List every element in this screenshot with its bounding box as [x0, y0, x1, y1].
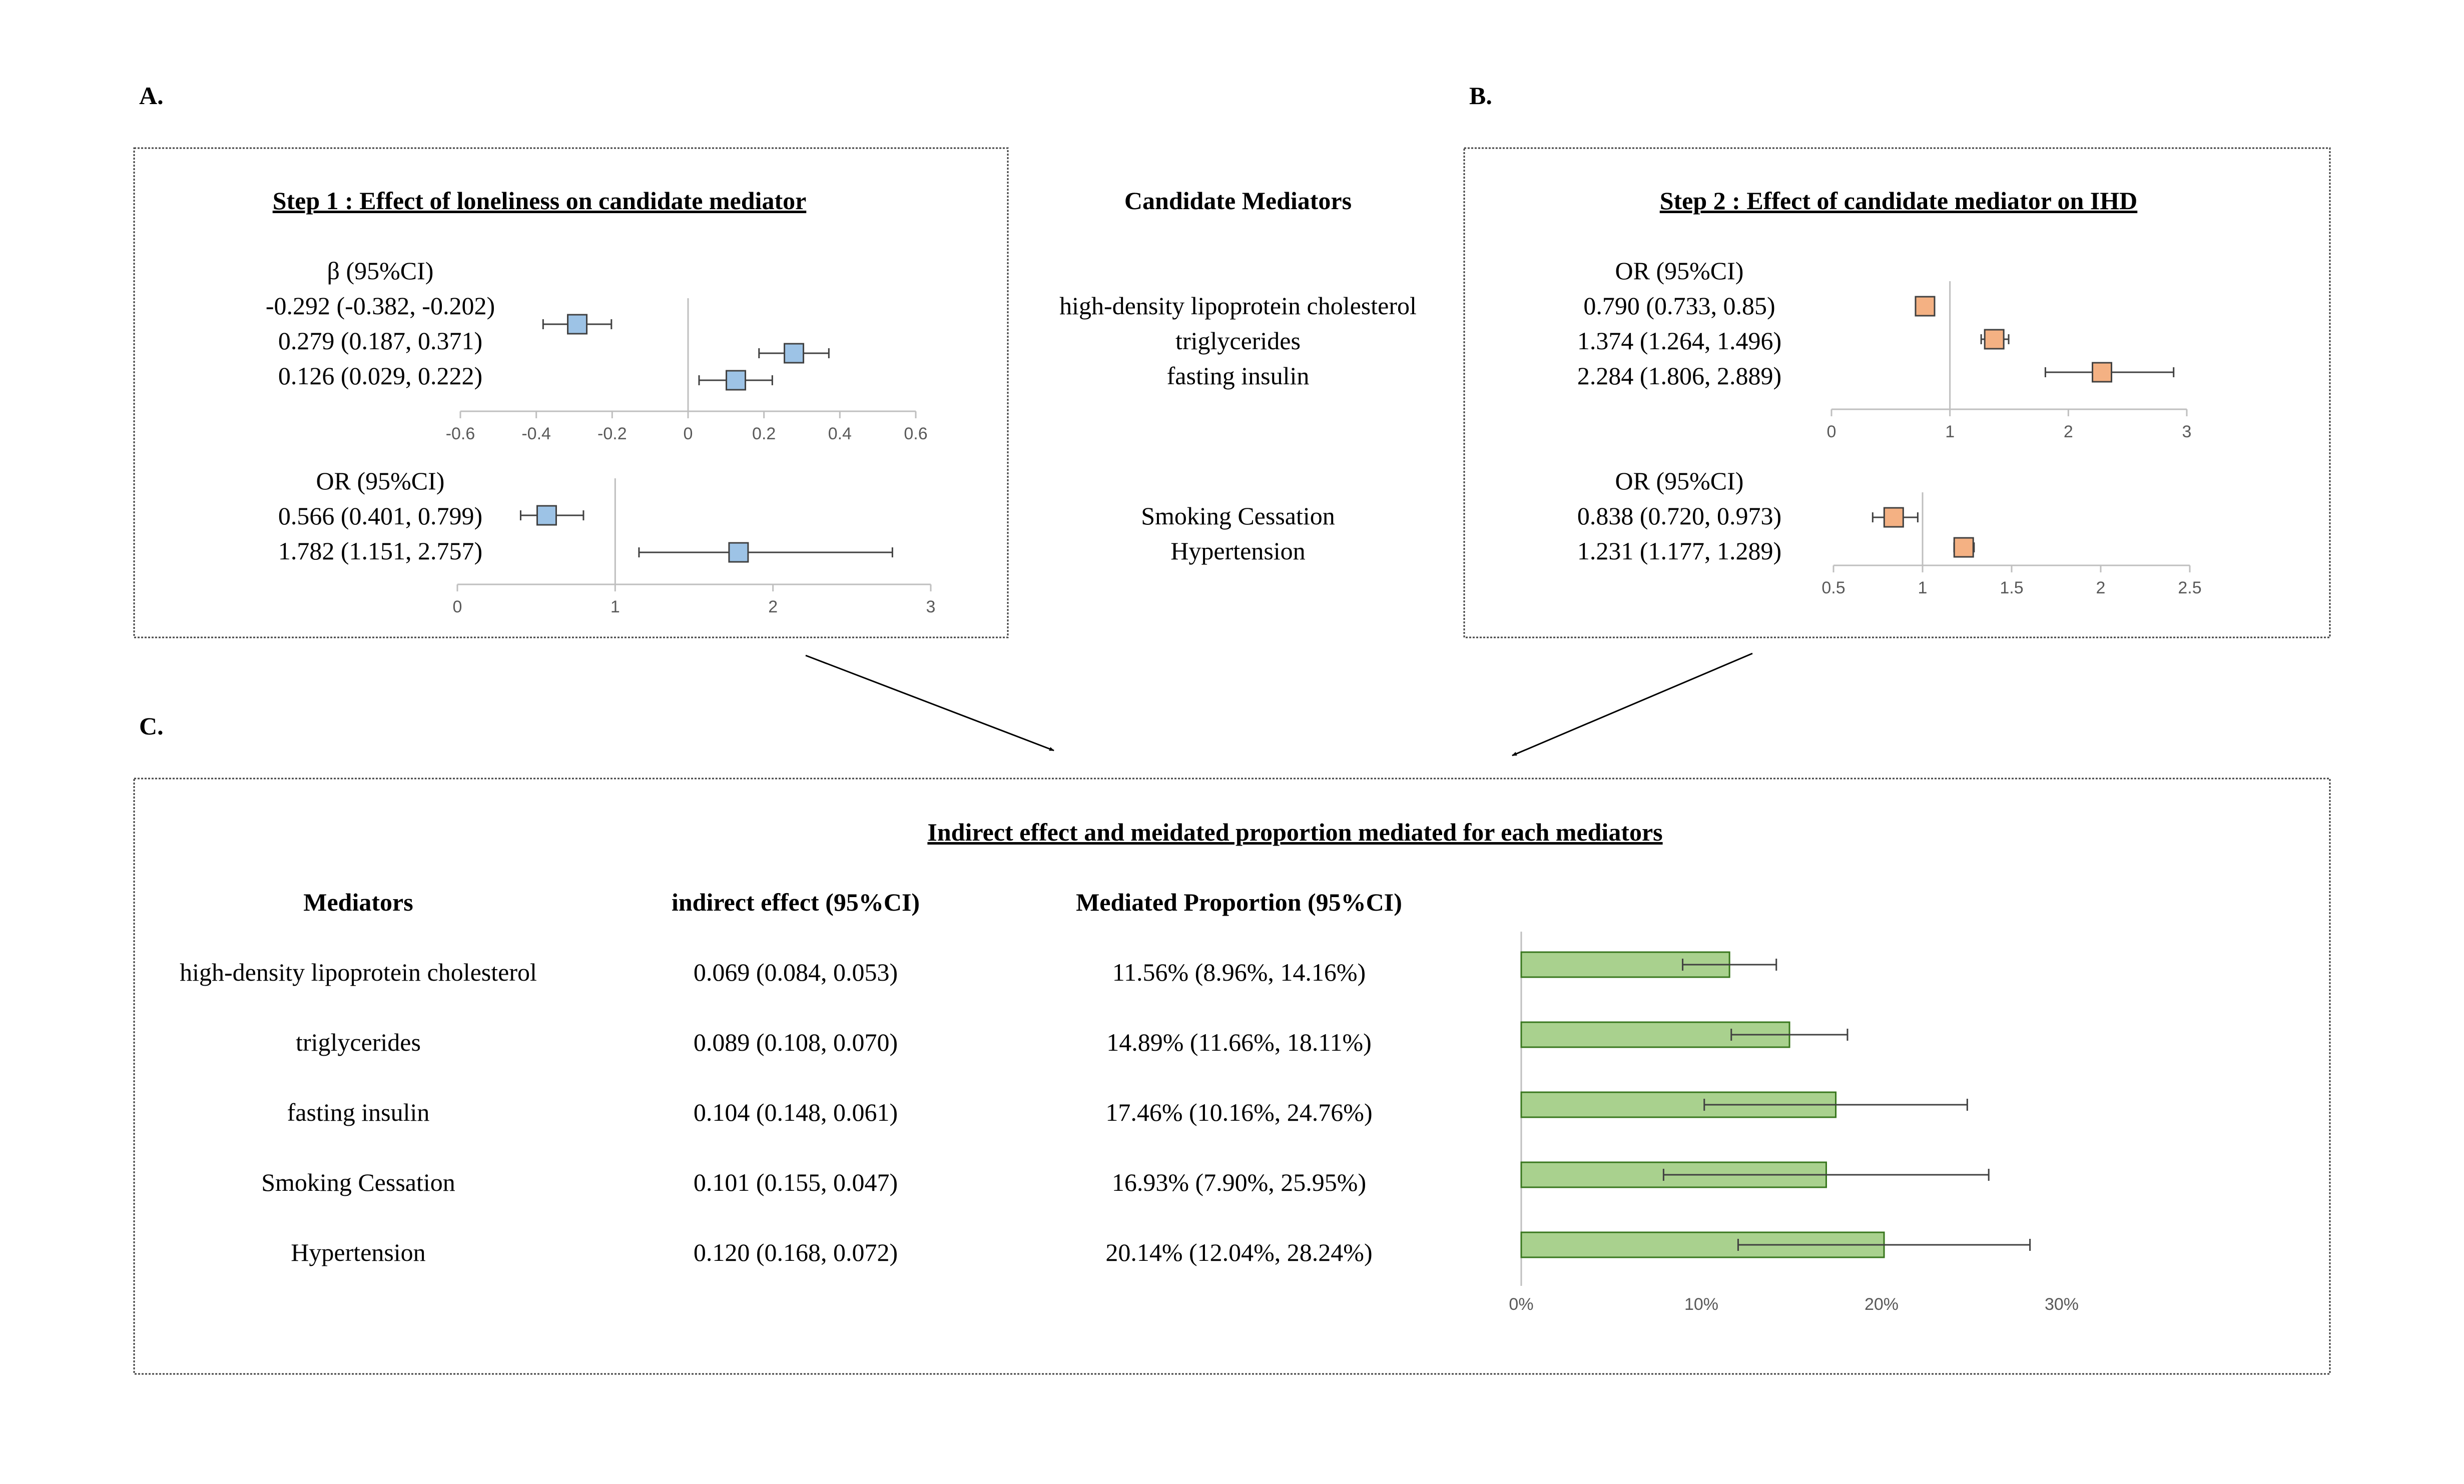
candidate-smoking-cessation: Smoking Cessation: [1141, 502, 1335, 530]
point-estimate-marker: [1953, 537, 1974, 558]
x-tick-label: 1: [1918, 578, 1928, 597]
arrow-step1-to-results: [805, 654, 1054, 752]
x-tick-label: 2: [2064, 422, 2073, 441]
candidate-triglycerides: triglycerides: [1175, 327, 1301, 355]
forest-estimate-label: 0.566 (0.401, 0.799): [278, 502, 482, 530]
step2-bottom-labels: OR (95%CI) 0.838 (0.720, 0.973) 1.231 (1…: [1577, 467, 1781, 565]
forest-estimate-label: 0.279 (0.187, 0.371): [278, 327, 482, 355]
forest-estimate-label: 0.838 (0.720, 0.973): [1577, 502, 1781, 530]
forest-stat-label: β (95%CI): [327, 257, 434, 285]
x-tick-label: 0.5: [1821, 578, 1845, 597]
mediated-proportion-bar-chart: 0% 10% 20% 30%: [1509, 932, 2079, 1314]
row-proportion: 17.46% (10.16%, 24.76%): [1105, 1098, 1372, 1126]
forest-stat-label: OR (95%CI): [316, 467, 445, 495]
step2-bottom-forest-plot: 0.5 1 1.5 2 2.5: [1821, 492, 2202, 597]
row-mediator: Smoking Cessation: [261, 1168, 455, 1196]
candidate-mediators-title: Candidate Mediators: [1124, 187, 1352, 215]
forest-stat-label: OR (95%CI): [1615, 467, 1744, 495]
forest-estimate-label: 0.790 (0.733, 0.85): [1583, 292, 1775, 320]
row-indirect: 0.069 (0.084, 0.053): [694, 958, 898, 986]
row-indirect: 0.104 (0.148, 0.061): [694, 1098, 898, 1126]
point-estimate-marker: [536, 505, 557, 526]
x-tick-label: 1.5: [2000, 578, 2023, 597]
forest-estimate-label: 2.284 (1.806, 2.889): [1577, 362, 1781, 390]
x-tick-label: 3: [926, 597, 936, 616]
row-mediator: triglycerides: [296, 1028, 421, 1056]
forest-estimate-label: -0.292 (-0.382, -0.202): [266, 292, 495, 320]
panel-label-c: C.: [139, 712, 164, 740]
x-tick-label: 30%: [2045, 1295, 2079, 1314]
forest-estimate-label: 1.231 (1.177, 1.289): [1577, 537, 1781, 565]
point-estimate-marker: [1883, 507, 1904, 528]
point-estimate-marker: [2092, 362, 2113, 383]
x-tick-label: 0: [453, 597, 462, 616]
x-tick-label: 2: [768, 597, 778, 616]
forest-stat-label: OR (95%CI): [1615, 257, 1744, 285]
bar: [1520, 951, 1730, 978]
step1-title: Step 1 : Effect of loneliness on candida…: [273, 187, 807, 215]
row-indirect: 0.101 (0.155, 0.047): [694, 1168, 898, 1196]
step1-beta-labels: β (95%CI) -0.292 (-0.382, -0.202) 0.279 …: [266, 257, 495, 390]
x-tick-label: 1: [1945, 422, 1955, 441]
x-tick-label: 2: [2096, 578, 2106, 597]
point-estimate-marker: [1915, 296, 1936, 317]
header-indirect-effect: indirect effect (95%CI): [672, 888, 920, 916]
arrow-step2-to-results: [1512, 652, 1753, 757]
step2-title: Step 2 : Effect of candidate mediator on…: [1660, 187, 2138, 215]
panel-b-frame: [1463, 147, 2331, 638]
point-estimate-marker: [1984, 329, 2005, 350]
x-tick-label: 0%: [1509, 1295, 1533, 1314]
step2-top-forest-plot: 0 1 2 3: [1827, 281, 2192, 441]
row-proportion: 16.93% (7.90%, 25.95%): [1112, 1168, 1366, 1196]
panel-label-a: A.: [139, 82, 164, 110]
step1-beta-forest-plot: -0.6 -0.4 -0.2 0 0.2 0.4 0.6: [446, 298, 928, 443]
x-tick-label: -0.2: [597, 424, 627, 443]
x-tick-label: -0.6: [446, 424, 475, 443]
point-estimate-marker: [726, 370, 747, 391]
row-proportion: 11.56% (8.96%, 14.16%): [1112, 958, 1366, 986]
x-tick-label: -0.4: [521, 424, 551, 443]
x-tick-label: 20%: [1865, 1295, 1899, 1314]
candidate-fasting-insulin: fasting insulin: [1167, 362, 1310, 390]
x-tick-label: 0: [1827, 422, 1836, 441]
header-mediated-proportion: Mediated Proportion (95%CI): [1076, 888, 1402, 916]
step1-or-labels: OR (95%CI) 0.566 (0.401, 0.799) 1.782 (1…: [278, 467, 482, 565]
panel-a-frame: [133, 147, 1009, 638]
x-tick-label: 0.4: [828, 424, 852, 443]
step1-or-forest-plot: 0 1 2 3: [453, 478, 936, 616]
x-tick-label: 2.5: [2178, 578, 2201, 597]
row-mediator: fasting insulin: [287, 1098, 430, 1126]
row-indirect: 0.120 (0.168, 0.072): [694, 1238, 898, 1266]
x-tick-label: 10%: [1684, 1295, 1718, 1314]
point-estimate-marker: [567, 314, 588, 335]
x-tick-label: 0.2: [752, 424, 776, 443]
step2-top-labels: OR (95%CI) 0.790 (0.733, 0.85) 1.374 (1.…: [1577, 257, 1781, 390]
panel-c-frame: [133, 778, 2331, 1375]
row-proportion: 14.89% (11.66%, 18.11%): [1106, 1028, 1372, 1056]
x-tick-label: 3: [2182, 422, 2192, 441]
results-table: Mediators indirect effect (95%CI) Mediat…: [180, 888, 1402, 1266]
point-estimate-marker: [784, 343, 805, 364]
mediation-title: Indirect effect and meidated proportion …: [927, 818, 1662, 846]
row-proportion: 20.14% (12.04%, 28.24%): [1105, 1238, 1372, 1266]
row-indirect: 0.089 (0.108, 0.070): [694, 1028, 898, 1056]
panel-label-b: B.: [1469, 82, 1492, 110]
forest-estimate-label: 1.374 (1.264, 1.496): [1577, 327, 1781, 355]
x-tick-label: 0.6: [904, 424, 927, 443]
candidate-hypertension: Hypertension: [1170, 537, 1305, 565]
point-estimate-marker: [728, 542, 749, 563]
x-tick-label: 0: [684, 424, 693, 443]
forest-estimate-label: 0.126 (0.029, 0.222): [278, 362, 482, 390]
candidate-hdl: high-density lipoprotein cholesterol: [1059, 292, 1417, 320]
header-mediators: Mediators: [303, 888, 413, 916]
forest-estimate-label: 1.782 (1.151, 2.757): [278, 537, 482, 565]
x-tick-label: 1: [610, 597, 620, 616]
row-mediator: Hypertension: [291, 1238, 425, 1266]
row-mediator: high-density lipoprotein cholesterol: [180, 958, 537, 986]
